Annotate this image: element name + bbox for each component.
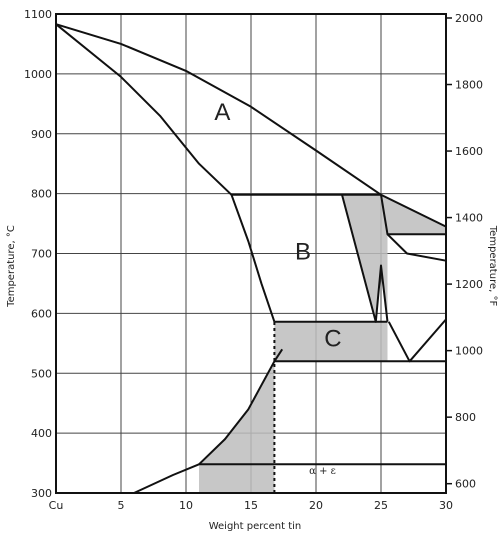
phase-boundary-line (133, 463, 446, 494)
phase-boundary-line (198, 348, 284, 466)
x-axis-ticks: Cu 5 10 15 20 25 30 (49, 499, 453, 512)
x-axis-title: Weight percent tin (209, 521, 302, 532)
phase-boundary-line (230, 194, 276, 323)
y-tick-label-celsius: 600 (31, 307, 52, 320)
x-tick-label: 10 (179, 499, 193, 512)
y-tick-label-celsius: 400 (31, 427, 52, 440)
y-tick-label-fahrenheit: 600 (455, 478, 476, 491)
y-tick-label-fahrenheit: 1400 (455, 212, 483, 225)
shaded-region (231, 194, 446, 322)
x-tick-label: 30 (439, 499, 453, 512)
y-tick-label-fahrenheit: 1800 (455, 79, 483, 92)
plot-border (55, 13, 447, 494)
region-label: B (295, 238, 311, 265)
x-tick-label: 20 (309, 499, 323, 512)
y-axis-left-ticks: 300 400 500 600 700 800 900 1000 1100 (24, 8, 52, 500)
x-tick-label: 5 (118, 499, 125, 512)
y-tick-label-fahrenheit: 2000 (455, 12, 483, 25)
region-label: A (214, 99, 230, 126)
x-tick-label: 15 (244, 499, 258, 512)
y-axis-right-title: Temperature, °F (487, 225, 498, 307)
y-tick-label-fahrenheit: 1200 (455, 278, 483, 291)
y-tick-label-celsius: 500 (31, 367, 52, 380)
shaded-regions (199, 194, 446, 493)
phase-boundary-line (55, 23, 381, 196)
region-labels: A B Cα + ε (214, 99, 341, 477)
phase-boundary-line (380, 194, 447, 262)
x-tick-label: 25 (374, 499, 388, 512)
y-tick-label-celsius: 700 (31, 248, 52, 261)
phase-boundary-line (341, 194, 389, 323)
y-axis-right-ticks: 600 800 1000 1200 1400 1600 1800 2000 (446, 12, 483, 491)
y-tick-label-celsius: 1100 (24, 8, 52, 21)
y-tick-label-fahrenheit: 1000 (455, 345, 483, 358)
shaded-region (274, 321, 388, 362)
region-label: α + ε (309, 466, 336, 477)
phase-boundary-line (387, 318, 447, 363)
y-axis-left-title: Temperature, °C (6, 225, 17, 308)
y-tick-label-celsius: 900 (31, 128, 52, 141)
x-tick-label: Cu (49, 499, 64, 512)
y-tick-label-celsius: 1000 (24, 68, 52, 81)
y-tick-label-fahrenheit: 800 (455, 411, 476, 424)
y-tick-label-celsius: 300 (31, 487, 52, 500)
phase-boundaries (55, 23, 447, 494)
region-label: C (324, 325, 341, 352)
y-tick-label-celsius: 800 (31, 188, 52, 201)
shaded-region (199, 361, 275, 493)
plot-frame (55, 13, 447, 494)
y-tick-label-fahrenheit: 1600 (455, 145, 483, 158)
